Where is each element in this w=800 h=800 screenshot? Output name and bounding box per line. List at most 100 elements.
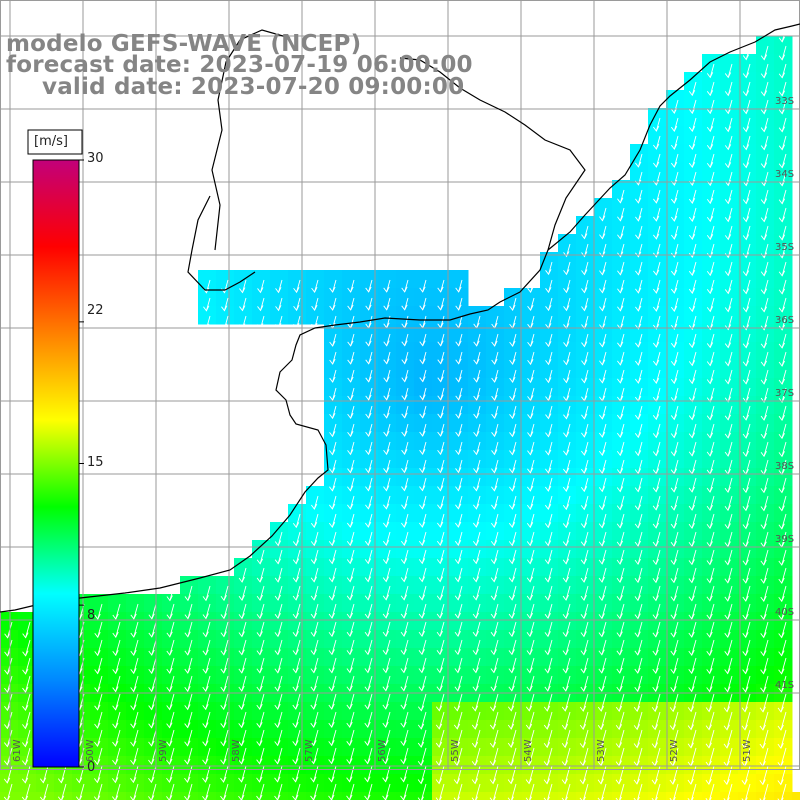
wind-speed-cell — [720, 594, 739, 613]
wind-speed-cell — [738, 144, 757, 163]
wind-arrow — [526, 675, 535, 692]
wind-speed-cell — [612, 342, 631, 361]
wind-arrow — [579, 693, 589, 712]
wind-speed-cell — [306, 594, 325, 613]
wind-arrow — [365, 333, 373, 347]
wind-arrow — [581, 405, 589, 420]
wind-speed-cell — [612, 702, 631, 721]
wind-speed-cell — [684, 144, 703, 163]
wind-arrow — [653, 297, 661, 312]
wind-speed-cell — [630, 270, 649, 289]
wind-arrow — [310, 603, 319, 619]
wind-arrow — [760, 261, 769, 277]
wind-speed-cell — [90, 612, 109, 631]
wind-speed-cell — [396, 576, 415, 595]
wind-speed-cell — [144, 666, 163, 685]
wind-arrow — [148, 639, 157, 656]
wind-speed-cell — [702, 54, 721, 73]
wind-arrow — [705, 711, 715, 731]
wind-arrow — [633, 711, 643, 731]
wind-speed-cell — [324, 666, 343, 685]
wind-speed-cell — [270, 702, 289, 721]
wind-arrow — [742, 657, 751, 675]
wind-speed-cell — [684, 162, 703, 181]
wind-speed-cell — [486, 306, 505, 325]
wind-arrow — [437, 495, 445, 510]
wind-arrow — [724, 153, 733, 169]
wind-speed-cell — [558, 486, 577, 505]
wind-arrow — [706, 315, 715, 331]
wind-arrow — [580, 585, 589, 602]
wind-arrow — [545, 279, 553, 294]
wind-speed-cell — [360, 702, 379, 721]
wind-arrow — [419, 459, 427, 474]
wind-speed-cell — [360, 774, 379, 793]
wind-speed-cell — [756, 522, 775, 541]
wind-arrow — [310, 621, 319, 638]
wind-speed-cell — [738, 594, 757, 613]
wind-arrow — [329, 297, 337, 311]
wind-arrow — [364, 549, 373, 565]
wind-arrow — [491, 405, 499, 420]
wind-speed-cell — [648, 558, 667, 577]
wind-speed-cell — [396, 540, 415, 559]
wind-speed-cell — [540, 594, 559, 613]
wind-speed-cell — [720, 162, 739, 181]
wind-arrow — [328, 585, 337, 601]
wind-arrow — [490, 603, 499, 619]
wind-arrow — [635, 153, 643, 168]
wind-arrow — [473, 441, 481, 456]
wind-speed-cell — [108, 666, 127, 685]
wind-speed-cell — [360, 378, 379, 397]
wind-speed-cell — [360, 738, 379, 757]
wind-arrow — [688, 495, 697, 511]
wind-speed-cell — [468, 306, 487, 325]
wind-arrow — [310, 585, 319, 601]
wind-arrow — [688, 135, 697, 151]
wind-speed-cell — [648, 666, 667, 685]
wind-arrow — [490, 567, 499, 583]
wind-speed-cell — [468, 522, 487, 541]
wind-speed-cell — [702, 72, 721, 91]
wind-speed-cell — [774, 360, 793, 379]
wind-speed-cell — [738, 324, 757, 343]
wind-speed-cell — [738, 252, 757, 271]
wind-arrow — [472, 603, 481, 619]
wind-speed-cell — [576, 792, 595, 800]
wind-speed-cell — [414, 288, 433, 307]
wind-speed-cell — [774, 432, 793, 451]
wind-speed-cell — [774, 252, 793, 271]
wind-arrow — [238, 657, 247, 674]
wind-arrow — [383, 297, 391, 311]
wind-arrow — [617, 351, 625, 366]
wind-arrow — [220, 603, 229, 620]
wind-speed-cell — [594, 720, 613, 739]
wind-arrow — [670, 423, 679, 439]
wind-arrow — [652, 405, 661, 421]
wind-speed-cell — [432, 540, 451, 559]
wind-arrow — [490, 549, 499, 565]
wind-arrow — [760, 63, 769, 79]
wind-speed-cell — [522, 540, 541, 559]
wind-arrow — [653, 189, 661, 204]
wind-arrow — [311, 279, 319, 293]
wind-arrow — [742, 45, 751, 61]
wind-speed-cell — [540, 288, 559, 307]
wind-speed-cell — [666, 162, 685, 181]
wind-speed-cell — [648, 522, 667, 541]
wind-speed-cell — [162, 612, 181, 631]
wind-arrow — [525, 693, 535, 712]
wind-arrow — [599, 207, 607, 222]
wind-speed-cell — [432, 612, 451, 631]
wind-arrow — [760, 423, 769, 439]
wind-speed-cell — [720, 612, 739, 631]
wind-arrow — [419, 477, 427, 492]
wind-arrow — [347, 495, 355, 510]
wind-speed-cell — [540, 792, 559, 800]
wind-speed-cell — [720, 288, 739, 307]
wind-arrow — [652, 423, 661, 439]
wind-speed-cell — [360, 486, 379, 505]
wind-arrow — [742, 81, 751, 97]
wind-arrow — [166, 639, 175, 656]
wind-speed-cell — [612, 324, 631, 343]
